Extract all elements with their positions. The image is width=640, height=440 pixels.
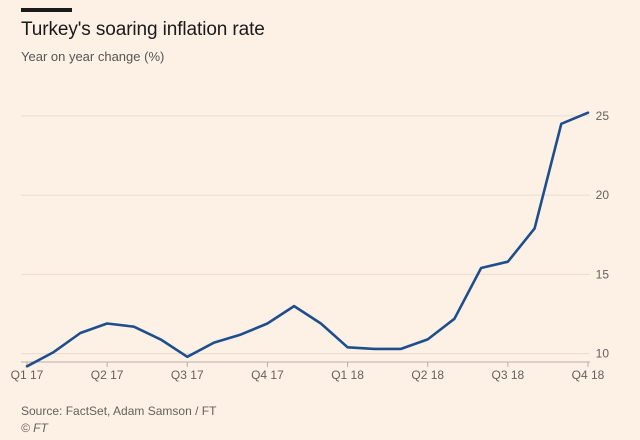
y-tick-label: 10 (596, 347, 610, 361)
top-rule (21, 8, 72, 12)
y-tick-label: 15 (596, 267, 610, 281)
y-tick-label: 25 (596, 109, 610, 123)
inflation-series-line (25, 111, 590, 368)
x-tick-label: Q4 17 (251, 368, 284, 382)
y-tick-label: 20 (596, 188, 610, 202)
x-tick-label: Q2 18 (411, 368, 444, 382)
x-tick-label: Q3 18 (492, 368, 525, 382)
copyright-note: © FT (21, 421, 48, 435)
source-note: Source: FactSet, Adam Samson / FT (21, 404, 217, 418)
chart-subtitle: Year on year change (%) (21, 49, 165, 64)
x-tick-label: Q1 18 (331, 368, 364, 382)
x-tick-label: Q4 18 (572, 368, 605, 382)
line-chart: 10 15 20 25 Q1 17 Q2 17 Q3 17 Q4 17 Q1 18 Q2 18 Q3… (11, 109, 610, 382)
x-tick-label: Q3 17 (171, 368, 204, 382)
chart-title: Turkey's soaring inflation rate (21, 19, 265, 40)
x-tick-label: Q2 17 (91, 368, 124, 382)
x-tick-label: Q1 17 (11, 368, 44, 382)
